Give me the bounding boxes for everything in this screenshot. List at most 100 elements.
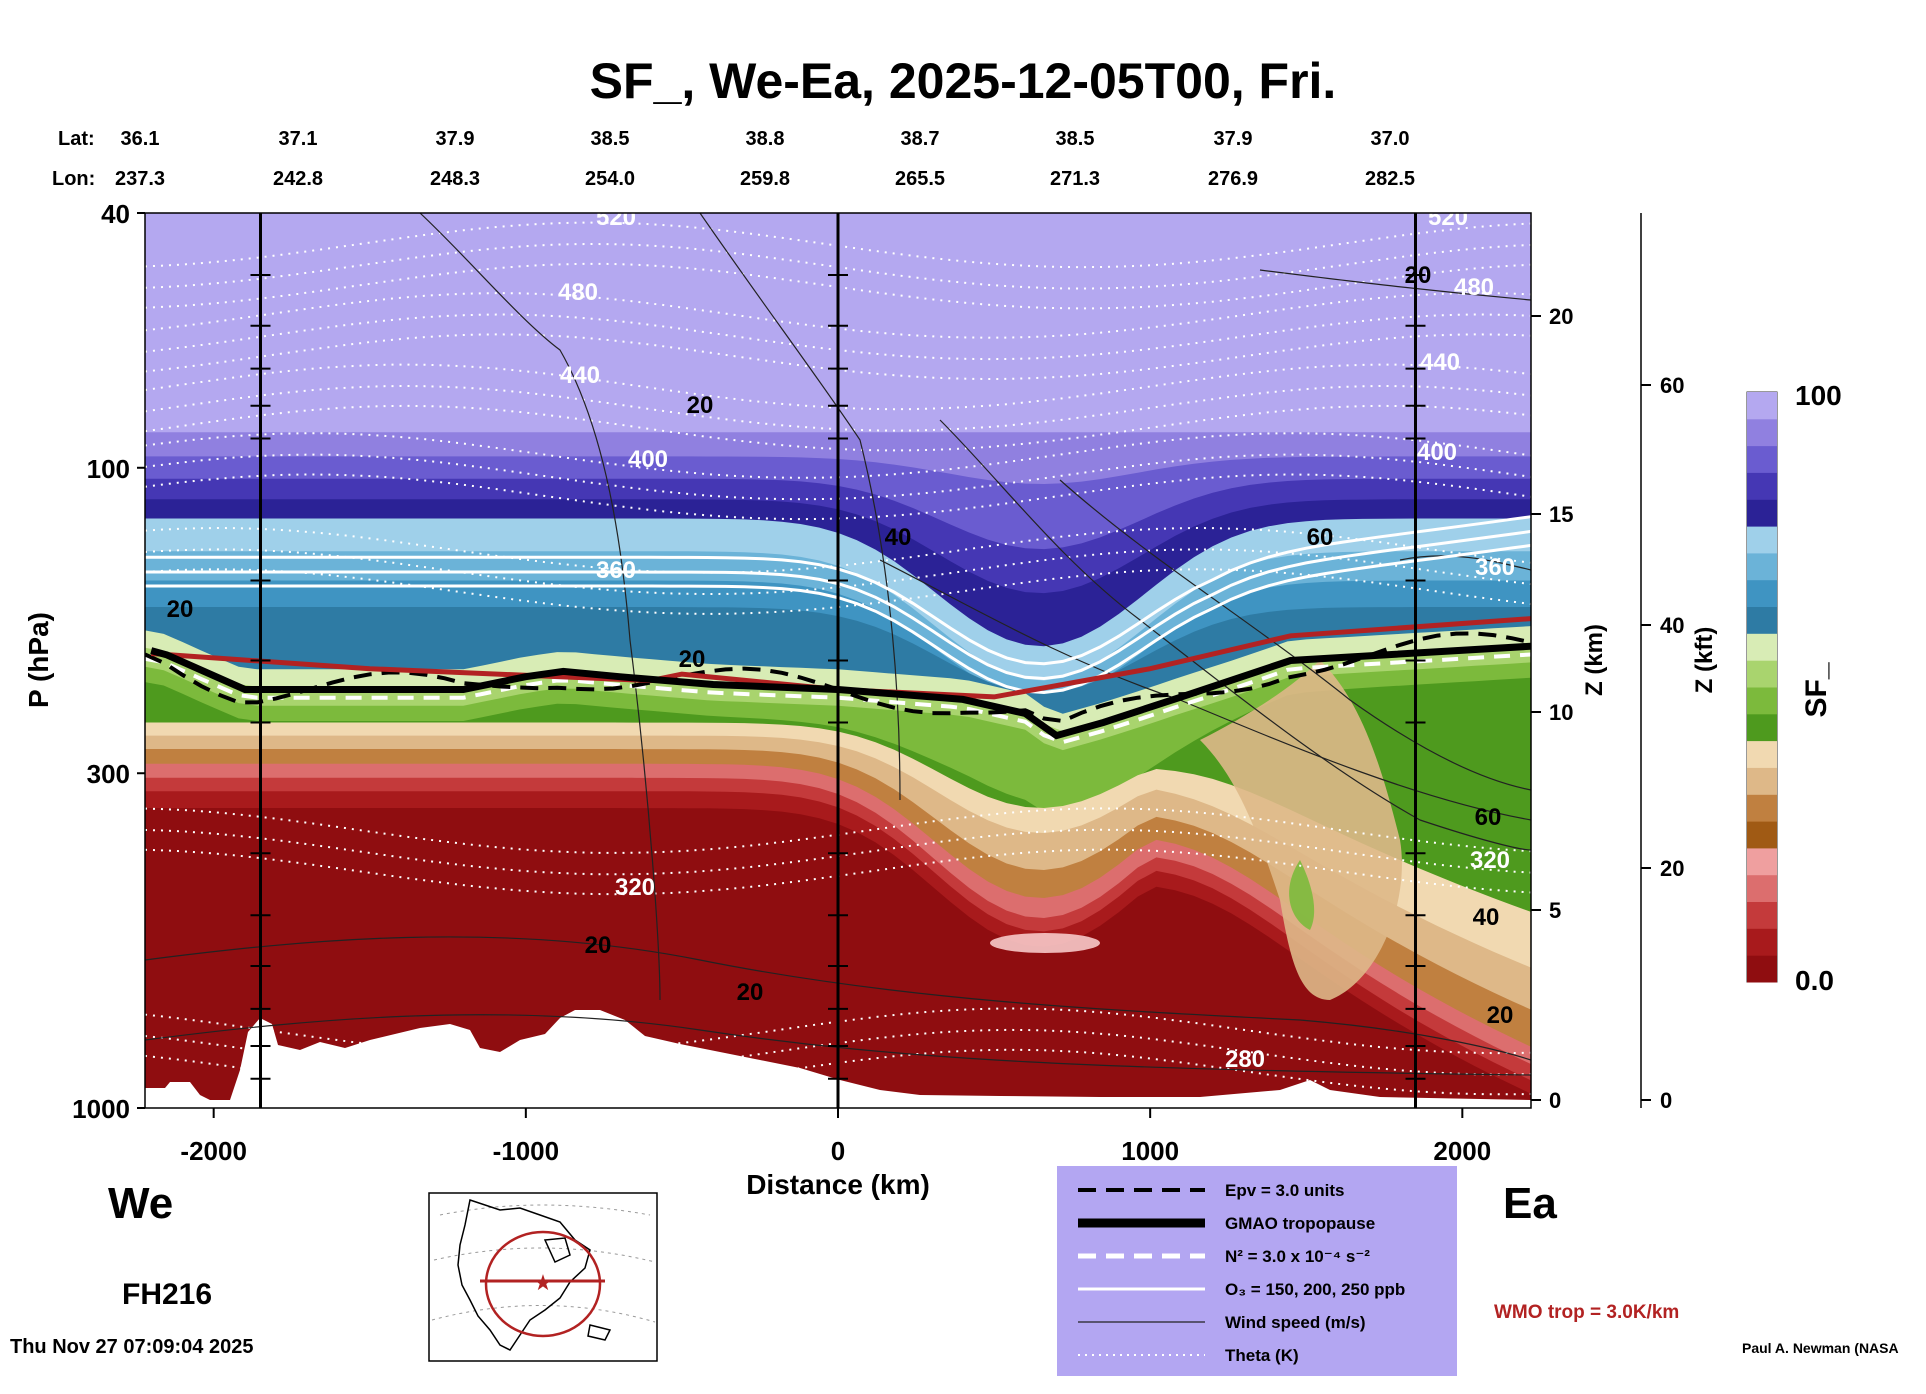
east-label: Ea <box>1503 1179 1557 1228</box>
z-km-axis: 0 5 10 15 20 <box>1531 304 1573 1113</box>
wind-contours <box>145 213 1531 1076</box>
x-axis: -2000 -1000 0 1000 2000 <box>180 1108 1491 1166</box>
y-axis-label: P (hPa) <box>23 612 54 708</box>
chart-title: SF_, We-Ea, 2025-12-05T00, Fri. <box>590 53 1337 109</box>
colorbar-step <box>1747 526 1777 554</box>
colorbar-step <box>1747 392 1777 420</box>
lat-value: 37.9 <box>436 128 475 150</box>
legend-label: GMAO tropopause <box>1225 1214 1375 1233</box>
lat-values: 36.1 37.1 37.9 38.5 38.8 38.7 38.5 37.9 37.0 <box>121 128 1410 150</box>
lon-value: 271.3 <box>1050 168 1100 190</box>
colorbar-step <box>1747 552 1777 581</box>
theta-contour <box>145 548 1531 596</box>
colorbar-step <box>1747 499 1777 527</box>
lon-value: 237.3 <box>115 168 165 190</box>
colorbar-step <box>1747 955 1777 983</box>
lat-value: 38.5 <box>1056 128 1095 150</box>
theta-label: 400 <box>628 446 668 473</box>
lat-label: Lat: <box>58 128 95 150</box>
wmo-note: WMO trop = 3.0K/km <box>1494 1302 1679 1323</box>
colorbar-step <box>1747 767 1777 795</box>
color-band <box>1289 860 1315 930</box>
lon-value: 282.5 <box>1365 168 1415 190</box>
colorbar-step <box>1747 445 1777 473</box>
colorbar-step <box>1747 660 1777 688</box>
wind-label: 20 <box>585 932 612 959</box>
x-axis-label: Distance (km) <box>746 1169 930 1200</box>
contour-labels: 520 480 440 400 360 320 280 520 480 440 400 360 320 2… <box>167 204 1515 1073</box>
theta-label: 520 <box>596 204 636 231</box>
lon-value: 248.3 <box>430 168 480 190</box>
z-kft-label: Z (kft) <box>1691 627 1718 694</box>
colorbar-step <box>1747 713 1777 742</box>
west-label: We <box>108 1179 173 1228</box>
z-kft-tick-label: 40 <box>1660 613 1684 638</box>
x-tick-label: 0 <box>831 1136 845 1166</box>
legend: Epv = 3.0 units GMAO tropopause N² = 3.0 x… <box>1057 1166 1457 1376</box>
credit: Paul A. Newman (NASA <box>1742 1340 1899 1356</box>
wind-label: 20 <box>167 596 194 623</box>
color-bands <box>145 432 1531 1108</box>
theta-label: 480 <box>558 279 598 306</box>
lat-value: 38.7 <box>901 128 940 150</box>
colorbar-step <box>1747 901 1777 929</box>
color-band <box>1200 660 1402 1000</box>
wind-contour <box>145 936 1531 1061</box>
lon-value: 242.8 <box>273 168 323 190</box>
z-km-tick-label: 15 <box>1549 502 1573 527</box>
legend-label: Theta (K) <box>1225 1346 1299 1365</box>
z-km-tick-label: 0 <box>1549 1088 1561 1113</box>
colorbar-label: SF_ <box>1800 662 1833 717</box>
wind-contour <box>699 213 901 801</box>
lat-value: 38.5 <box>591 128 630 150</box>
wind-contour <box>419 213 661 1001</box>
section-markers <box>250 213 1426 1108</box>
lon-value: 265.5 <box>895 168 945 190</box>
wind-label: 60 <box>1307 524 1334 551</box>
colorbar-step <box>1747 472 1777 500</box>
colorbar-step <box>1747 579 1777 607</box>
colorbar-step <box>1747 874 1777 902</box>
inset-map: ★ <box>428 1192 658 1362</box>
theta-label: 360 <box>596 557 636 584</box>
theta-label: 400 <box>1417 439 1457 466</box>
wind-contour <box>1059 479 1531 791</box>
lon-value: 254.0 <box>585 168 635 190</box>
svg-text:★: ★ <box>533 1270 553 1295</box>
wind-contour <box>145 1014 1531 1076</box>
lat-value: 36.1 <box>121 128 160 150</box>
lat-value: 37.0 <box>1371 128 1410 150</box>
colorbar-min: 0.0 <box>1795 965 1834 996</box>
z-kft-tick-label: 60 <box>1660 373 1684 398</box>
colorbar-step <box>1747 740 1777 768</box>
wind-label: 20 <box>679 646 706 673</box>
z-km-tick-label: 20 <box>1549 304 1573 329</box>
y-tick-label: 100 <box>87 454 130 484</box>
theta-label: 320 <box>1470 847 1510 874</box>
continent-outline <box>457 1199 612 1351</box>
colorbar-step <box>1747 794 1777 822</box>
theta-label: 440 <box>560 362 600 389</box>
legend-label: Epv = 3.0 units <box>1225 1181 1345 1200</box>
colorbar-step <box>1747 418 1777 447</box>
lon-value: 259.8 <box>740 168 790 190</box>
colorbar-steps <box>1747 392 1777 983</box>
colorbar-step <box>1747 687 1777 715</box>
wind-contour <box>939 419 1531 851</box>
lat-value: 37.1 <box>279 128 318 150</box>
colorbar-step <box>1747 821 1777 849</box>
gmao-tropopause-line <box>150 642 1531 740</box>
lon-label: Lon: <box>52 168 95 190</box>
x-tick-label: -1000 <box>493 1136 560 1166</box>
timestamp: Thu Nov 27 07:09:04 2025 <box>10 1336 253 1358</box>
y-axis: 40 100 300 1000 <box>72 199 145 1124</box>
legend-label: O₃ = 150, 200, 250 ppb <box>1225 1280 1405 1299</box>
x-tick-label: 1000 <box>1121 1136 1179 1166</box>
lon-values: 237.3 242.8 248.3 254.0 259.8 265.5 271.3 276.9… <box>115 168 1415 190</box>
z-km-tick-label: 10 <box>1549 700 1573 725</box>
lon-value: 276.9 <box>1208 168 1258 190</box>
theta-label: 480 <box>1454 274 1494 301</box>
colorbar-step <box>1747 633 1777 661</box>
y-tick-label: 1000 <box>72 1094 130 1124</box>
